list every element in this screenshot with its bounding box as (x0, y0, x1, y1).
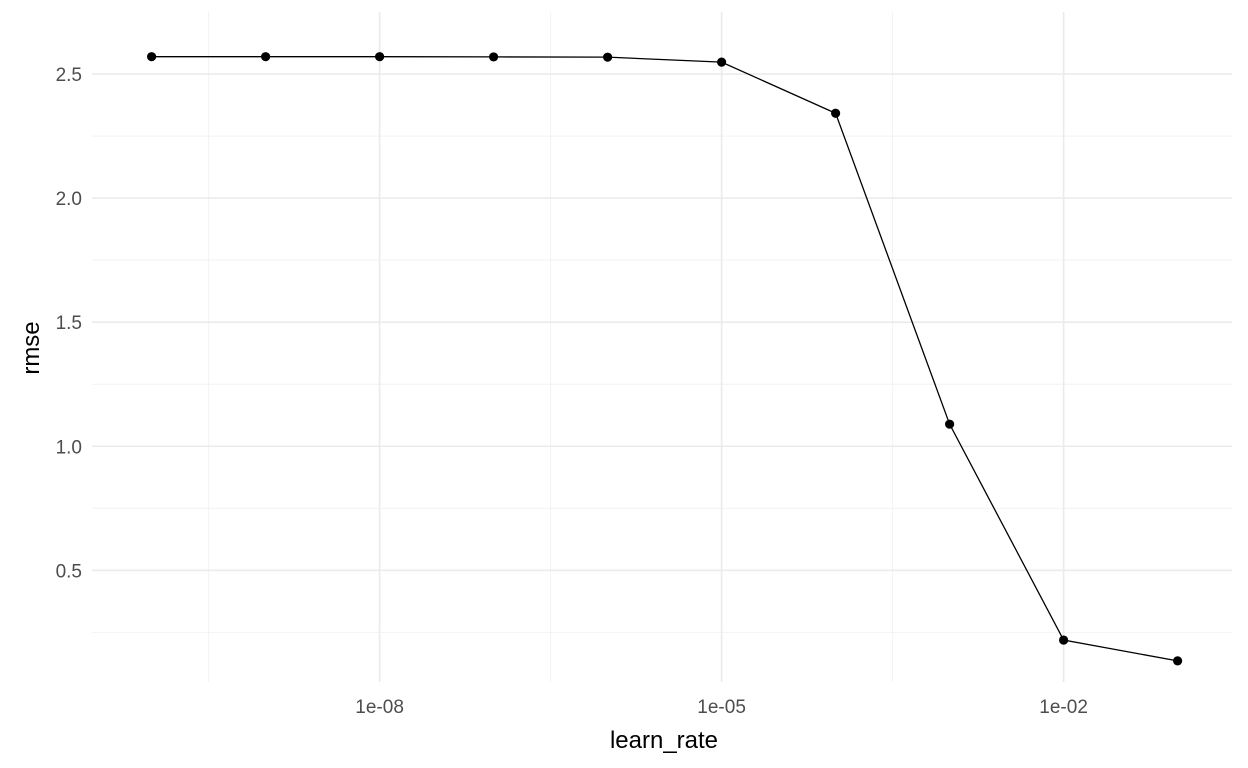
y-tick-label-4: 2.5 (56, 65, 82, 86)
x-axis-tick-labels: 1e-08 1e-05 1e-02 (355, 697, 1088, 718)
x-tick-label-0: 1e-08 (355, 697, 404, 718)
y-tick-label-2: 1.5 (56, 313, 82, 334)
data-point-3 (489, 52, 499, 62)
data-point-0 (147, 52, 157, 62)
y-tick-label-1: 1.0 (56, 437, 82, 458)
major-gridlines (92, 12, 1232, 682)
data-point-5 (717, 57, 727, 67)
x-tick-label-1: 1e-05 (697, 697, 746, 718)
minor-gridlines (92, 12, 1232, 682)
x-axis-title: learn_rate (610, 727, 718, 754)
data-point-1 (261, 52, 271, 62)
series-layer (147, 52, 1183, 666)
series-line-0 (151, 56, 1178, 662)
data-point-2 (375, 52, 385, 62)
data-point-9 (1173, 656, 1183, 666)
data-point-6 (831, 108, 841, 118)
y-tick-label-0: 0.5 (56, 561, 82, 582)
data-point-8 (1059, 635, 1069, 645)
x-tick-label-2: 1e-02 (1039, 697, 1088, 718)
y-axis-title: rmse (18, 321, 45, 374)
y-tick-label-3: 2.0 (56, 189, 82, 210)
data-point-7 (945, 419, 955, 429)
data-point-4 (603, 52, 613, 62)
y-axis-tick-labels: 0.5 1.0 1.5 2.0 2.5 (56, 65, 82, 582)
